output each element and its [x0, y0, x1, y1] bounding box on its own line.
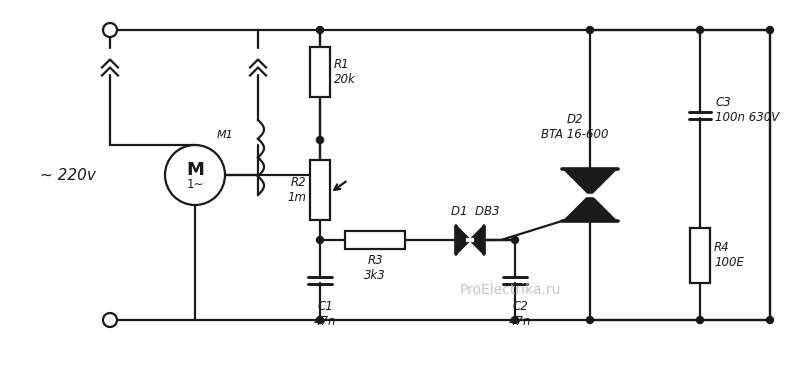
- Text: C2
47n: C2 47n: [509, 300, 531, 328]
- Circle shape: [586, 316, 594, 323]
- Text: ~ 220v: ~ 220v: [40, 167, 96, 182]
- Circle shape: [511, 316, 518, 323]
- Text: M1: M1: [217, 130, 234, 140]
- Text: R4
100E: R4 100E: [714, 241, 744, 269]
- Text: R2
1m: R2 1m: [287, 176, 306, 204]
- FancyBboxPatch shape: [310, 160, 330, 220]
- Circle shape: [697, 26, 703, 33]
- Text: ProElectrika.ru: ProElectrika.ru: [459, 283, 561, 297]
- Polygon shape: [564, 195, 616, 221]
- Circle shape: [766, 316, 774, 323]
- Circle shape: [317, 26, 323, 33]
- Text: R1
20k: R1 20k: [334, 58, 356, 86]
- Circle shape: [103, 313, 117, 327]
- Circle shape: [103, 23, 117, 37]
- Circle shape: [317, 137, 323, 143]
- Circle shape: [511, 236, 518, 243]
- FancyBboxPatch shape: [345, 231, 405, 249]
- Text: 1∼: 1∼: [186, 178, 204, 190]
- Polygon shape: [470, 226, 484, 254]
- Circle shape: [586, 26, 594, 33]
- FancyBboxPatch shape: [310, 47, 330, 97]
- Polygon shape: [564, 169, 616, 195]
- Text: R3
3k3: R3 3k3: [364, 254, 386, 282]
- Text: M: M: [186, 161, 204, 179]
- Circle shape: [317, 236, 323, 243]
- Circle shape: [766, 26, 774, 33]
- Text: D2
BTA 16-600: D2 BTA 16-600: [542, 113, 609, 141]
- Text: C1
47n: C1 47n: [314, 300, 336, 328]
- Text: D1  DB3: D1 DB3: [451, 205, 499, 218]
- Circle shape: [317, 316, 323, 323]
- Circle shape: [697, 316, 703, 323]
- Polygon shape: [456, 226, 470, 254]
- FancyBboxPatch shape: [690, 228, 710, 283]
- Circle shape: [165, 145, 225, 205]
- Text: C3
100n 630V: C3 100n 630V: [715, 96, 779, 124]
